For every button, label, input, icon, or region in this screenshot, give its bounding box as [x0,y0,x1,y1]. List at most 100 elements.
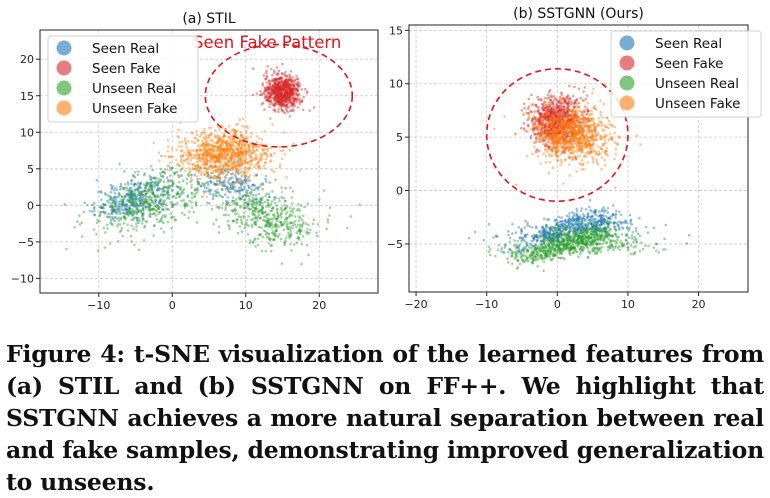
data-point [280,86,283,89]
data-point [191,179,194,182]
data-point [231,134,234,137]
data-point [536,240,539,243]
data-point [160,218,163,221]
data-point [237,141,240,144]
data-point [261,250,264,253]
data-point [221,167,224,170]
data-point [176,193,179,196]
data-point [588,229,591,232]
data-point [140,202,143,205]
data-point [327,218,330,221]
data-point [261,182,264,185]
data-point [193,173,196,176]
data-point [537,109,540,112]
data-point [231,182,234,185]
data-point [224,128,227,131]
data-point [221,136,224,139]
data-point [225,174,228,177]
data-point [663,238,666,241]
data-point [264,86,267,89]
y-tick-label: −10 [11,272,34,285]
data-point [574,228,577,231]
data-point [273,78,276,81]
data-point [568,218,571,221]
data-point [196,130,199,133]
data-point [550,107,553,110]
data-point [489,248,492,251]
data-point [207,148,210,151]
data-point [525,234,528,237]
data-point [134,182,137,185]
data-point [166,221,169,224]
chart-title: (a) STIL [182,11,236,27]
data-point [186,148,189,151]
data-point [167,150,170,153]
data-point [289,210,292,213]
data-point [165,214,168,217]
data-point [268,242,271,245]
data-point [619,249,622,252]
data-point [557,256,560,259]
data-point [581,207,584,210]
data-point [269,181,272,184]
data-point [193,211,196,214]
data-point [243,207,246,210]
x-tick-label: 0 [169,299,176,312]
data-point [241,134,244,137]
data-point [279,166,282,169]
data-point [187,195,190,198]
data-point [139,194,142,197]
data-point [110,212,113,215]
data-point [219,172,222,175]
data-point [289,187,292,190]
data-point [98,220,101,223]
data-point [196,164,199,167]
data-point [97,249,100,252]
data-point [587,222,590,225]
data-point [224,180,227,183]
data-point [299,224,302,227]
data-point [686,242,689,245]
data-point [227,202,230,205]
data-point [228,137,231,140]
data-point [122,200,125,203]
data-point [249,239,252,242]
data-point [255,173,258,176]
data-point [199,135,202,138]
data-point [149,184,152,187]
data-point [234,141,237,144]
data-point [190,157,193,160]
data-point [252,194,255,197]
data-point [289,243,292,246]
data-point [565,219,568,222]
x-tick-label: 10 [239,299,253,312]
data-point [149,215,152,218]
data-point [236,148,239,151]
data-point [555,107,558,110]
data-point [166,176,169,179]
data-point [615,210,618,213]
data-point [273,88,276,91]
data-point [181,212,184,215]
data-point [225,204,228,207]
data-point [558,221,561,224]
data-point [188,163,191,166]
data-point [148,175,151,178]
data-point [239,118,242,121]
data-point [261,138,264,141]
data-point [170,227,173,230]
data-point [178,141,181,144]
data-point [275,83,278,86]
data-point [280,211,283,214]
data-point [501,247,504,250]
data-point [234,189,237,192]
data-point [203,147,206,150]
data-point [503,244,506,247]
data-point [190,176,193,179]
data-point [160,179,163,182]
data-point [566,215,569,218]
data-point [544,97,547,100]
data-point [589,199,592,202]
data-point [527,117,530,120]
